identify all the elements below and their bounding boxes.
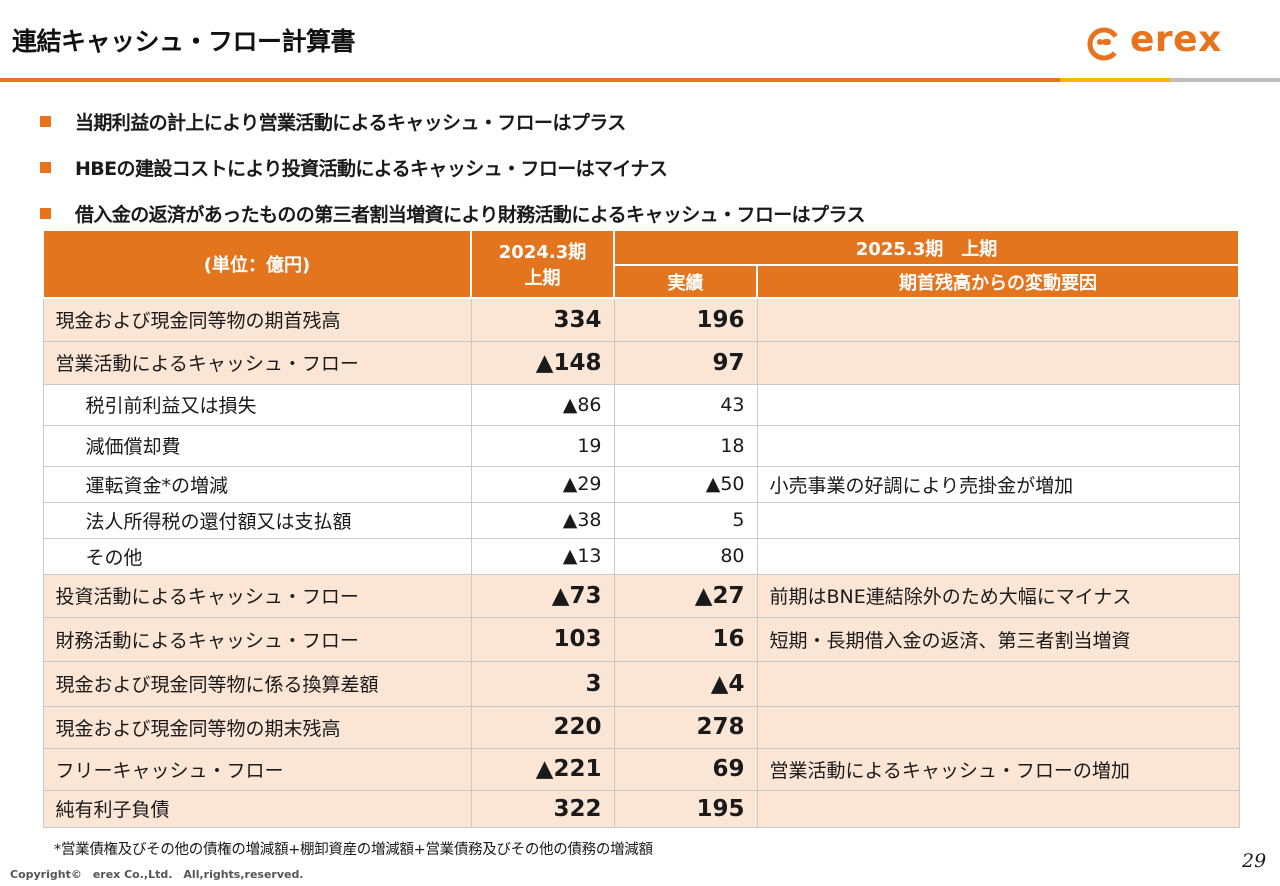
curr-value: 16	[613, 616, 758, 662]
curr-value: 18	[613, 424, 758, 467]
table-row: 営業活動によるキャッシュ・フロー ▲148 97	[42, 340, 1240, 385]
table-row: 税引前利益又は損失 ▲86 43	[42, 383, 1240, 426]
curr-value: 69	[613, 747, 758, 791]
cash-flow-table: (単位：億円) 2024.3期 上期 2025.3期 上期 実績 期首残高からの…	[42, 229, 1240, 828]
prev-value: 103	[470, 616, 615, 662]
row-label: フリーキャッシュ・フロー	[42, 747, 472, 791]
bullet-text: HBEの建設コストにより投資活動によるキャッシュ・フローはマイナス	[75, 157, 668, 180]
header-rule-orange	[0, 78, 1060, 82]
row-label: 現金および現金同等物の期末残高	[42, 705, 472, 749]
change-reason	[756, 424, 1240, 467]
curr-value: 80	[613, 537, 758, 575]
change-reason	[756, 501, 1240, 539]
table-row: 現金および現金同等物に係る換算差額 3 ▲4	[42, 660, 1240, 707]
table-row: 現金および現金同等物の期末残高 220 278	[42, 705, 1240, 749]
change-reason	[756, 705, 1240, 749]
curr-value: 195	[613, 789, 758, 828]
curr-value: ▲4	[613, 660, 758, 707]
prev-value: 220	[470, 705, 615, 749]
prev-value: ▲221	[470, 747, 615, 791]
change-reason	[756, 383, 1240, 426]
prev-value: 322	[470, 789, 615, 828]
bullet-text: 当期利益の計上により営業活動によるキャッシュ・フローはプラス	[75, 111, 626, 134]
table-row: 現金および現金同等物の期首残高 334 196	[42, 297, 1240, 342]
curr-period-header: 2025.3期 上期	[613, 229, 1240, 266]
table-row: 投資活動によるキャッシュ・フロー ▲73 ▲27 前期はBNE連結除外のため大幅…	[42, 573, 1240, 618]
change-reason	[756, 537, 1240, 575]
prev-value: ▲13	[470, 537, 615, 575]
row-label: 減価償却費	[42, 424, 472, 467]
unit-label: (単位：億円)	[42, 229, 472, 299]
bullet-square-icon	[40, 115, 51, 127]
bullet-square-icon	[40, 207, 51, 219]
change-reason	[756, 340, 1240, 385]
prev-value: ▲29	[470, 465, 615, 503]
prev-value: ▲38	[470, 501, 615, 539]
page-number: 29	[1242, 850, 1267, 872]
prev-period-header: 2024.3期 上期	[470, 229, 615, 299]
table-row: 法人所得税の還付額又は支払額 ▲38 5	[42, 501, 1240, 539]
copyright: Copyright© erex Co.,Ltd. All,rights,rese…	[10, 868, 304, 881]
curr-value: 43	[613, 383, 758, 426]
prev-value: 334	[470, 297, 615, 342]
table-row: フリーキャッシュ・フロー ▲221 69 営業活動によるキャッシュ・フローの増加	[42, 747, 1240, 791]
row-label: 投資活動によるキャッシュ・フロー	[42, 573, 472, 618]
prev-value: 19	[470, 424, 615, 467]
change-reason	[756, 660, 1240, 707]
logo-text: erex	[1130, 19, 1222, 60]
prev-value: ▲73	[470, 573, 615, 618]
bullet-item: 当期利益の計上により営業活動によるキャッシュ・フローはプラス	[40, 98, 865, 144]
change-reason: 前期はBNE連結除外のため大幅にマイナス	[756, 573, 1240, 618]
curr-value: 5	[613, 501, 758, 539]
curr-value: 278	[613, 705, 758, 749]
change-reason: 短期・長期借入金の返済、第三者割当増資	[756, 616, 1240, 662]
header-rule-yellow	[1060, 78, 1170, 82]
table-row: 純有利子負債 322 195	[42, 789, 1240, 828]
row-label: 運転資金*の増減	[42, 465, 472, 503]
row-label: 法人所得税の還付額又は支払額	[42, 501, 472, 539]
table-row: 財務活動によるキャッシュ・フロー 103 16 短期・長期借入金の返済、第三者割…	[42, 616, 1240, 662]
table-subheader-row: 実績 期首残高からの変動要因	[43, 264, 1240, 299]
page-title: 連結キャッシュ・フロー計算書	[12, 27, 356, 56]
table-header-row: (単位：億円) 2024.3期 上期 2025.3期 上期	[42, 229, 1240, 299]
curr-value: 97	[613, 340, 758, 385]
erex-logo: erex	[1086, 19, 1246, 64]
row-label: 税引前利益又は損失	[42, 383, 472, 426]
change-reason	[756, 789, 1240, 828]
row-label: 財務活動によるキャッシュ・フロー	[42, 616, 472, 662]
bullet-text: 借入金の返済があったものの第三者割当増資により財務活動によるキャッシュ・フローは…	[75, 203, 865, 226]
row-label: 現金および現金同等物に係る換算差額	[42, 660, 472, 707]
reason-header: 期首残高からの変動要因	[756, 264, 1240, 299]
bullet-item: HBEの建設コストにより投資活動によるキャッシュ・フローはマイナス	[40, 144, 865, 190]
change-reason: 営業活動によるキャッシュ・フローの増加	[756, 747, 1240, 791]
change-reason	[756, 297, 1240, 342]
erex-logo-icon	[1087, 27, 1121, 61]
bullet-item: 借入金の返済があったものの第三者割当増資により財務活動によるキャッシュ・フローは…	[40, 190, 865, 236]
curr-value: ▲27	[613, 573, 758, 618]
row-label: 現金および現金同等物の期首残高	[42, 297, 472, 342]
prev-value: ▲86	[470, 383, 615, 426]
table-row: 運転資金*の増減 ▲29 ▲50 小売事業の好調により売掛金が増加	[42, 465, 1240, 503]
curr-value: 196	[613, 297, 758, 342]
actual-header: 実績	[613, 264, 758, 299]
table-row: 減価償却費 19 18	[42, 424, 1240, 467]
row-label: 営業活動によるキャッシュ・フロー	[42, 340, 472, 385]
curr-value: ▲50	[613, 465, 758, 503]
summary-bullets: 当期利益の計上により営業活動によるキャッシュ・フローはプラス HBEの建設コスト…	[40, 98, 865, 236]
prev-value: ▲148	[470, 340, 615, 385]
row-label: 純有利子負債	[42, 789, 472, 828]
footnote: *営業債権及びその他の債権の増減額+棚卸資産の増減額+営業債務及びその他の債務の…	[54, 842, 653, 858]
change-reason: 小売事業の好調により売掛金が増加	[756, 465, 1240, 503]
prev-value: 3	[470, 660, 615, 707]
header-rule-gray	[1170, 78, 1280, 82]
bullet-square-icon	[40, 161, 51, 173]
row-label: その他	[42, 537, 472, 575]
table-row: その他 ▲13 80	[42, 537, 1240, 575]
